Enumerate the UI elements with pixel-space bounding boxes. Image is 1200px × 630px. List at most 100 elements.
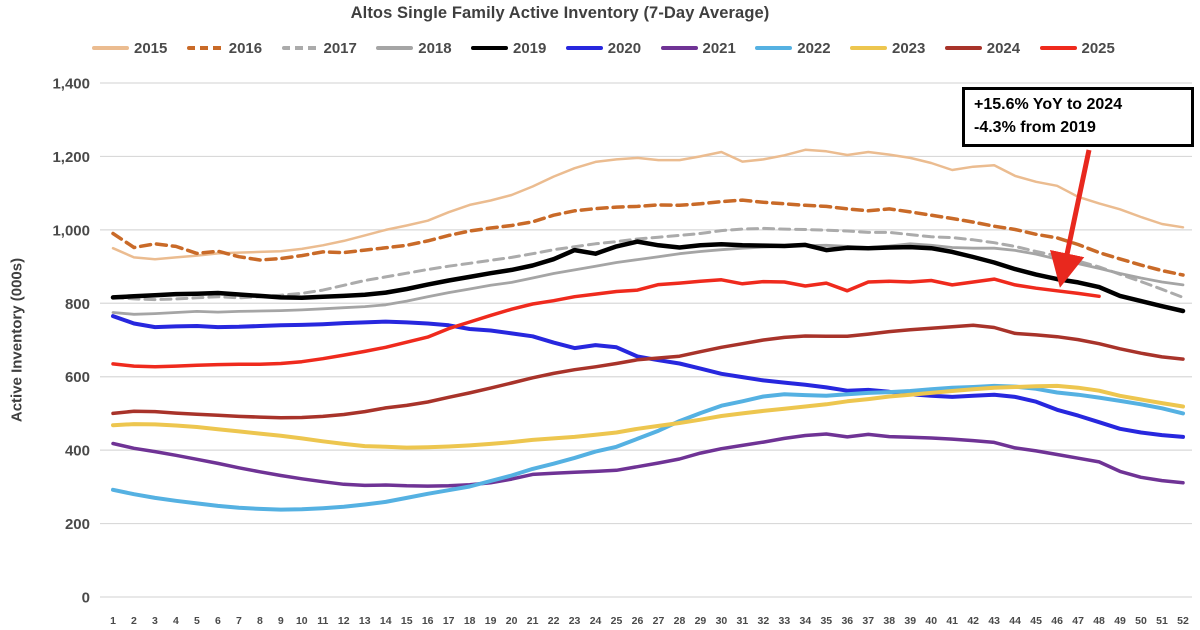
legend-item-2016: 2016 [186, 39, 263, 57]
x-tick-label-14: 14 [380, 615, 392, 627]
x-tick-label-5: 5 [194, 615, 200, 627]
x-tick-label-43: 43 [988, 615, 1000, 627]
x-tick-label-41: 41 [946, 615, 958, 627]
x-tick-label-8: 8 [257, 615, 263, 627]
x-tick-label-21: 21 [527, 615, 539, 627]
series-line-2015 [111, 148, 1185, 261]
legend-item-2023: 2023 [850, 40, 925, 57]
x-tick-label-19: 19 [485, 615, 497, 627]
x-tick-label-40: 40 [925, 615, 937, 627]
y-tick-label-0: 0 [82, 590, 90, 607]
x-tick-label-18: 18 [464, 615, 476, 627]
x-tick-label-17: 17 [443, 615, 455, 627]
series-line-2024 [111, 323, 1185, 420]
series-line-2021 [111, 432, 1185, 488]
legend-item-2024: 2024 [944, 39, 1021, 57]
legend-swatch-2022-line-icon [755, 46, 793, 50]
annotation-line-1: +15.6% YoY to 2024 [974, 96, 1123, 113]
legend-swatch-2015-line-icon [92, 46, 129, 50]
legend-item-2021: 2021 [660, 40, 736, 57]
legend-item-2015: 2015 [92, 40, 167, 57]
legend-label-2016: 2016 [228, 39, 263, 57]
legend-label-2015: 2015 [134, 39, 168, 57]
legend-swatch-2020-line-icon [565, 46, 603, 50]
x-tick-label-34: 34 [799, 615, 811, 627]
x-tick-label-47: 47 [1072, 615, 1084, 627]
x-tick-label-38: 38 [883, 615, 895, 627]
legend-label-2018: 2018 [418, 39, 452, 57]
x-tick-label-31: 31 [737, 615, 749, 627]
x-tick-label-13: 13 [359, 615, 371, 627]
x-tick-label-48: 48 [1093, 615, 1105, 627]
legend-swatch-2024-line-icon [944, 46, 982, 50]
legend-label-2025: 2025 [1081, 39, 1115, 57]
y-tick-label-1400: 1,400 [52, 76, 90, 93]
legend-swatch-2021-line-icon [660, 46, 698, 50]
x-tick-label-1: 1 [110, 615, 116, 627]
x-tick-label-3: 3 [152, 615, 158, 627]
y-tick-label-200: 200 [65, 516, 90, 533]
x-tick-label-51: 51 [1156, 615, 1168, 627]
x-tick-label-49: 49 [1114, 615, 1126, 627]
x-tick-label-27: 27 [653, 615, 665, 627]
legend-label-2022: 2022 [797, 39, 831, 57]
series-line-2016 [111, 198, 1185, 277]
series-line-2023 [111, 383, 1185, 450]
y-tick-label-600: 600 [65, 369, 90, 386]
legend-item-2019: 2019 [471, 40, 546, 57]
legend-label-2019: 2019 [513, 39, 547, 57]
legend-item-2025: 2025 [1039, 39, 1115, 57]
y-tick-label-1200: 1,200 [52, 149, 90, 166]
annotation-arrow [1050, 149, 1092, 288]
x-tick-label-32: 32 [758, 615, 770, 627]
x-tick-label-24: 24 [590, 615, 602, 627]
legend-item-2022: 2022 [755, 39, 831, 57]
legend-label-2020: 2020 [607, 39, 642, 57]
legend-item-2017: 2017 [281, 40, 357, 57]
series-line-2019 [110, 239, 1186, 314]
x-tick-label-44: 44 [1009, 615, 1021, 627]
annotation-line-2: -4.3% from 2019 [974, 119, 1096, 137]
legend-item-2018: 2018 [376, 39, 452, 57]
legend-label-2023: 2023 [892, 39, 926, 57]
x-tick-label-7: 7 [236, 615, 242, 627]
x-tick-label-42: 42 [967, 615, 979, 627]
x-tick-label-35: 35 [820, 615, 832, 627]
y-tick-label-1000: 1,000 [52, 222, 90, 239]
x-tick-label-4: 4 [173, 615, 179, 627]
x-tick-label-46: 46 [1051, 615, 1063, 627]
x-tick-label-10: 10 [296, 615, 308, 627]
x-tick-label-23: 23 [569, 615, 581, 627]
x-tick-label-12: 12 [338, 615, 350, 627]
chart-title: Altos Single Family Active Inventory (7-… [350, 4, 770, 22]
y-tick-label-800: 800 [65, 296, 90, 313]
x-tick-label-25: 25 [611, 615, 623, 627]
x-tick-label-2: 2 [131, 615, 137, 627]
x-tick-label-16: 16 [422, 615, 434, 627]
x-tick-label-11: 11 [317, 615, 328, 627]
x-tick-label-6: 6 [215, 615, 221, 627]
y-tick-label-400: 400 [65, 443, 90, 460]
legend-swatch-2023-line-icon [850, 46, 887, 50]
legend-swatch-2025-line-icon [1039, 46, 1077, 50]
legend-label-2024: 2024 [986, 39, 1021, 57]
series-line-2018 [111, 242, 1185, 316]
x-tick-label-45: 45 [1030, 615, 1042, 627]
x-tick-label-30: 30 [716, 615, 728, 627]
legend-swatch-2019-line-icon [471, 45, 508, 51]
x-tick-label-50: 50 [1135, 615, 1147, 627]
x-tick-label-36: 36 [841, 615, 853, 627]
series-line-2017 [111, 226, 1185, 302]
series-line-2025 [111, 277, 1101, 369]
x-tick-label-52: 52 [1177, 615, 1189, 627]
chart-legend: 2015 2016 2017 2018 2019 2020 2021 2022 2023 2024… [92, 38, 1115, 58]
x-tick-label-33: 33 [779, 615, 791, 627]
x-tick-label-22: 22 [548, 615, 560, 627]
x-tick-label-9: 9 [278, 615, 284, 627]
annotation-callout: +15.6% YoY to 2024 -4.3% from 2019 [962, 87, 1194, 148]
x-tick-label-26: 26 [632, 615, 644, 627]
x-tick-label-29: 29 [695, 615, 707, 627]
legend-swatch-2017-dashed-line-icon [281, 46, 319, 50]
